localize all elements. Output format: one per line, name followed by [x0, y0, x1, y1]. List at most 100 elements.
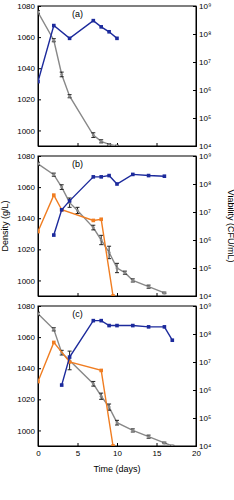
- x-tick: [157, 143, 158, 146]
- y-tick-mark: [38, 37, 41, 38]
- y2-axis: 10⁴10⁵10⁶10⁷10⁸10⁹: [193, 152, 212, 301]
- data-point: [60, 383, 64, 387]
- data-point: [92, 134, 95, 137]
- error-bar: [60, 185, 64, 190]
- y2-tick-mark: [193, 240, 196, 241]
- y-tick-mark: [38, 337, 41, 338]
- series-line: [38, 164, 164, 293]
- data-point: [38, 380, 40, 384]
- y2-axis-line: [193, 157, 197, 297]
- error-bar: [91, 381, 95, 386]
- error-bar: [68, 95, 72, 98]
- error-bar: [52, 173, 56, 176]
- data-point: [60, 208, 64, 212]
- x-tick: 5: [76, 443, 81, 458]
- x-tick-mark: [157, 293, 158, 296]
- y-tick-mark: [38, 68, 41, 69]
- data-point: [171, 445, 174, 447]
- error-bar: [99, 393, 103, 399]
- y-axis-title: Density (g/L): [0, 200, 10, 251]
- y-tick-mark: [38, 399, 41, 400]
- data-point: [92, 382, 95, 385]
- data-point: [52, 341, 56, 345]
- error-bar: [38, 11, 40, 14]
- data-point: [163, 174, 167, 178]
- error-bar: [99, 140, 103, 143]
- y2-tick: 10⁸: [193, 180, 211, 189]
- y-tick-label: 1040: [17, 214, 35, 223]
- y-tick: 1040: [17, 214, 41, 223]
- data-point: [52, 39, 55, 42]
- y2-tick-mark: [193, 362, 196, 363]
- y2-tick-label: 10⁷: [199, 208, 211, 217]
- y2-tick-label: 10⁹: [199, 152, 211, 161]
- data-point: [99, 25, 103, 29]
- y2-tick-label: 10⁵: [199, 114, 211, 123]
- x-tick: 15: [153, 443, 162, 458]
- data-point: [38, 230, 40, 234]
- y2-tick: 10⁷: [193, 208, 211, 217]
- y2-tick-label: 10⁶: [199, 236, 211, 245]
- data-point: [60, 186, 63, 189]
- x-tick: [117, 293, 118, 296]
- y2-tick: 10⁸: [193, 30, 211, 39]
- y-tick-label: 1080: [17, 2, 35, 11]
- data-point: [99, 217, 103, 221]
- data-point: [108, 251, 111, 254]
- data-point: [147, 174, 151, 178]
- plot-area: [38, 312, 174, 446]
- data-point: [116, 421, 119, 424]
- data-point: [108, 406, 111, 409]
- data-point: [38, 312, 40, 315]
- error-bar: [91, 225, 95, 230]
- y2-tick-mark: [193, 334, 196, 335]
- data-point: [92, 175, 96, 179]
- y2-axis-line: [193, 307, 197, 447]
- data-point: [92, 226, 95, 229]
- y-tick-label: 1060: [17, 33, 35, 42]
- y2-tick: 10⁴: [193, 442, 212, 451]
- x-tick-mark: [78, 143, 79, 146]
- data-point: [100, 140, 103, 143]
- y2-tick-label: 10⁷: [199, 58, 211, 67]
- x-tick: [78, 293, 79, 296]
- y2-tick: 10⁷: [193, 58, 211, 67]
- x-tick-mark: [157, 443, 158, 446]
- error-bar: [107, 144, 111, 146]
- y2-tick-mark: [193, 62, 196, 63]
- series-line: [38, 342, 113, 446]
- data-point: [52, 328, 55, 331]
- data-point: [147, 285, 150, 288]
- data-point: [99, 175, 103, 179]
- panel-title: (c): [72, 309, 83, 319]
- y-tick-mark: [38, 280, 41, 281]
- error-bar: [91, 133, 95, 138]
- x-axis: [39, 293, 197, 297]
- y2-tick-mark: [193, 6, 196, 7]
- y2-tick-mark: [193, 296, 196, 297]
- x-tick-mark: [78, 443, 79, 446]
- y-tick: 1040: [17, 364, 41, 373]
- y2-tick-label: 10⁹: [199, 2, 211, 11]
- data-point: [131, 324, 135, 328]
- series-line: [38, 195, 113, 296]
- y2-tick: 10⁹: [193, 152, 211, 161]
- y-tick-label: 1080: [17, 302, 35, 311]
- x-tick-label: 0: [36, 449, 41, 458]
- series-line: [54, 174, 165, 235]
- data-point: [68, 37, 72, 41]
- y-tick-mark: [38, 130, 41, 131]
- y2-tick-label: 10⁸: [199, 30, 211, 39]
- plot-frame: [38, 156, 196, 296]
- error-bar: [170, 445, 174, 446]
- y-tick-mark: [38, 6, 41, 7]
- plot-area: [38, 162, 166, 296]
- y-tick: 1060: [17, 33, 41, 42]
- data-point: [68, 199, 72, 203]
- data-point: [163, 291, 166, 294]
- data-point: [111, 294, 115, 296]
- y2-axis: 10⁴10⁵10⁶10⁷10⁸10⁹: [193, 302, 212, 451]
- y2-tick-mark: [193, 306, 196, 307]
- y-tick-label: 1060: [17, 333, 35, 342]
- data-point: [99, 319, 103, 323]
